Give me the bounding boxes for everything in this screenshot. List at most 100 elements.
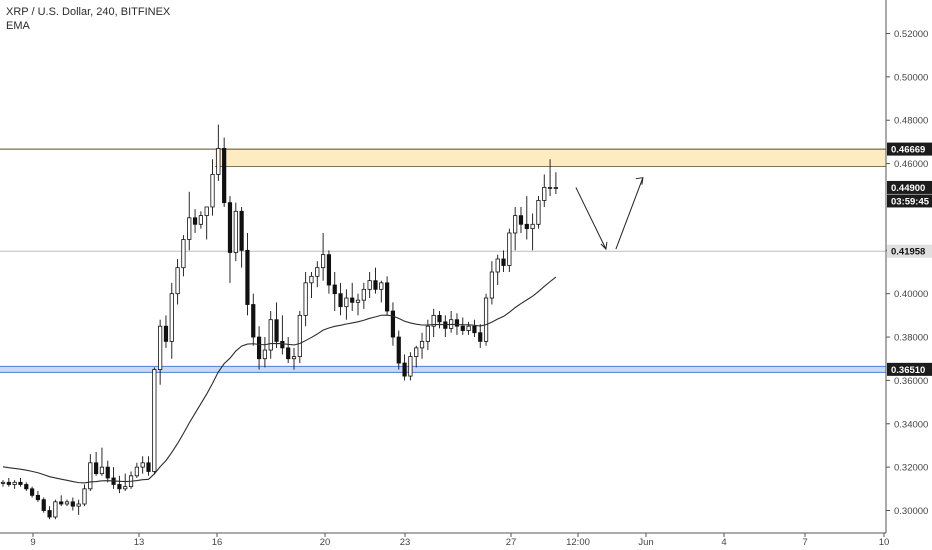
- candle-body: [489, 271, 494, 299]
- resistance-top-label: 0.46669: [891, 145, 925, 156]
- candle-body: [140, 462, 145, 468]
- candle-body: [466, 325, 471, 331]
- candle-body: [344, 297, 349, 308]
- candle-body: [408, 356, 413, 377]
- candle-body: [146, 462, 151, 472]
- candle-body: [518, 215, 524, 225]
- mid-level-label-box: [887, 244, 932, 258]
- chart-legend: XRP / U.S. Dollar, 240, BITFINEX EMA: [6, 5, 170, 33]
- candle-body: [495, 258, 500, 273]
- projection-up-arrow: [615, 177, 644, 250]
- projection-up-head: [635, 177, 644, 185]
- candle-body: [76, 503, 81, 507]
- candle-body: [320, 254, 326, 269]
- candle-body: [24, 484, 29, 490]
- candle-body: [181, 239, 186, 269]
- resistance-zone: [215, 149, 886, 167]
- candle-body: [169, 293, 174, 342]
- candle-body: [513, 215, 518, 234]
- candle-body: [385, 282, 390, 312]
- candle-body: [431, 314, 436, 327]
- candle-body: [361, 288, 366, 301]
- candle-body: [134, 466, 139, 477]
- candle-body: [326, 254, 332, 286]
- candle-body: [332, 284, 337, 295]
- candle-body: [187, 217, 192, 240]
- candle-body: [338, 293, 343, 308]
- candle-body: [402, 362, 407, 377]
- candle-body: [47, 510, 52, 518]
- candle-body: [373, 280, 378, 290]
- x-tick-label: 20: [320, 537, 331, 548]
- y-tick-label: 0.30000: [894, 506, 928, 517]
- y-tick-label: 0.32000: [894, 463, 928, 474]
- support-label-box: [887, 362, 932, 376]
- candle-body: [192, 217, 198, 225]
- candle-body: [222, 148, 227, 204]
- candle-body: [163, 325, 169, 342]
- support-label: 0.36510: [891, 365, 925, 376]
- x-tick-label: 12:00: [566, 537, 590, 548]
- candle-body: [536, 200, 541, 225]
- candle-body: [454, 319, 460, 327]
- candle-body: [18, 481, 23, 485]
- candle-body: [478, 332, 483, 342]
- indicator-label[interactable]: EMA: [6, 20, 30, 32]
- candle-body: [35, 494, 41, 501]
- countdown-box: [887, 194, 932, 208]
- candle-body: [239, 210, 244, 251]
- candle-body: [12, 481, 17, 485]
- projection-down-arrow: [575, 187, 607, 250]
- x-tick-label: 27: [506, 537, 517, 548]
- candle-body: [268, 319, 273, 351]
- candle-body: [367, 280, 372, 290]
- candle-body: [123, 486, 128, 490]
- candle-body: [210, 174, 215, 208]
- candle-body: [309, 275, 314, 284]
- x-tick-label: 23: [400, 537, 411, 548]
- candle-body: [216, 148, 221, 175]
- y-tick-label: 0.46000: [894, 159, 928, 170]
- candle-body: [204, 206, 209, 217]
- y-tick-label: 0.48000: [894, 116, 928, 127]
- y-tick-label: 0.36000: [894, 376, 928, 387]
- candle-body: [175, 267, 180, 295]
- candle-body: [117, 484, 122, 490]
- candle-body: [82, 488, 87, 505]
- y-tick-label: 0.38000: [894, 333, 928, 344]
- y-tick-label: 0.52000: [894, 29, 928, 40]
- candle-body: [396, 336, 401, 364]
- candle-body: [99, 466, 105, 475]
- x-tick-label: 7: [802, 537, 807, 548]
- candle-body: [483, 297, 489, 342]
- ema-line: [2, 276, 557, 484]
- candle-body: [547, 187, 553, 189]
- candle-body: [350, 297, 355, 303]
- projection-down-head: [600, 241, 608, 251]
- candles: [0, 124, 559, 520]
- x-tick-label: Jun: [638, 537, 653, 548]
- candle-body: [227, 202, 233, 253]
- support-band: [0, 366, 886, 373]
- candle-body: [286, 347, 291, 360]
- candle-body: [88, 462, 93, 490]
- candle-body: [390, 310, 396, 338]
- candle-body: [256, 336, 262, 360]
- x-tick-label: 9: [30, 537, 35, 548]
- candle-body: [59, 501, 64, 505]
- candle-body: [460, 325, 465, 331]
- candle-body: [524, 223, 529, 230]
- candle-body: [274, 319, 279, 342]
- candle-body: [291, 356, 297, 360]
- candle-body: [64, 501, 70, 505]
- candle-body: [105, 466, 110, 479]
- x-tick-label: 10: [879, 537, 890, 548]
- candle-body: [414, 347, 419, 357]
- candle-body: [379, 282, 384, 290]
- symbol-title[interactable]: XRP / U.S. Dollar, 240, BITFINEX: [6, 6, 171, 18]
- candle-body: [553, 187, 559, 189]
- candle-body: [315, 267, 320, 277]
- candle-body: [158, 325, 163, 370]
- candle-body: [53, 501, 58, 518]
